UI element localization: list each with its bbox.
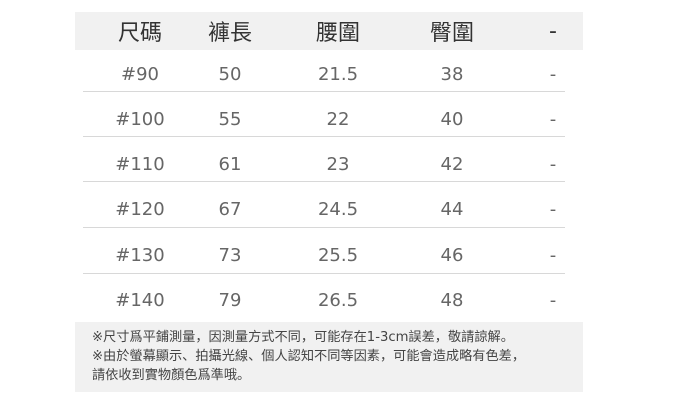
table-cell: - <box>549 63 557 85</box>
row-divider <box>83 227 565 228</box>
table-row: #110 61 23 42 - <box>75 142 583 186</box>
table-cell: #100 <box>115 108 165 130</box>
row-divider <box>83 181 565 182</box>
column-header: 臀圍 <box>429 21 474 46</box>
table-cell: 38 <box>440 63 464 85</box>
note-line: ※尺寸爲平鋪測量，因測量方式不同，可能存在1-3cm誤差，敬請諒解。 <box>92 330 514 345</box>
table-cell: 23 <box>326 153 350 175</box>
table-cell: #90 <box>121 63 159 85</box>
table-cell: 48 <box>440 289 464 311</box>
table-cell: - <box>549 198 557 220</box>
table-row: #140 79 26.5 48 - <box>75 278 583 322</box>
table-cell: - <box>549 289 557 311</box>
table-cell: #120 <box>115 198 165 220</box>
table-cell: 42 <box>440 153 464 175</box>
table-header: 尺碼 褲長 腰圍 臀圍 - <box>75 12 583 50</box>
note-line: 請依收到實物顏色爲準哦。 <box>92 368 251 383</box>
column-header: 尺碼 <box>117 21 162 46</box>
row-divider <box>83 91 565 92</box>
column-header: 腰圍 <box>315 21 360 46</box>
row-divider <box>83 136 565 137</box>
table-cell: 22 <box>326 108 350 130</box>
table-row: #130 73 25.5 46 - <box>75 233 583 277</box>
table-cell: 46 <box>440 244 464 266</box>
table-row: #90 50 21.5 38 - <box>75 52 583 96</box>
table-cell: - <box>549 153 557 175</box>
table-cell: 26.5 <box>317 289 359 311</box>
column-header: 褲長 <box>207 21 252 46</box>
column-header: - <box>549 18 557 44</box>
table-cell: 61 <box>218 153 242 175</box>
table-row: #100 55 22 40 - <box>75 97 583 141</box>
table-cell: 24.5 <box>317 198 359 220</box>
table-cell: 40 <box>440 108 464 130</box>
table-cell: 55 <box>218 108 242 130</box>
table-cell: 79 <box>218 289 242 311</box>
table-cell: 67 <box>218 198 242 220</box>
table-cell: 44 <box>440 198 464 220</box>
table-cell: #110 <box>115 153 165 175</box>
note-line: ※由於螢幕顯示、拍攝光線、個人認知不同等因素，可能會造成略有色差， <box>92 349 526 364</box>
table-cell: 25.5 <box>317 244 359 266</box>
table-cell: #130 <box>115 244 165 266</box>
table-cell: 21.5 <box>317 63 359 85</box>
table-cell: 73 <box>218 244 242 266</box>
table-cell: - <box>549 108 557 130</box>
row-divider <box>83 273 565 274</box>
table-row: #120 67 24.5 44 - <box>75 187 583 231</box>
table-cell: - <box>549 244 557 266</box>
size-notes: ※尺寸爲平鋪測量，因測量方式不同，可能存在1-3cm誤差，敬請諒解。 ※由於螢幕… <box>75 322 583 392</box>
table-cell: 50 <box>218 63 242 85</box>
table-cell: #140 <box>115 289 165 311</box>
